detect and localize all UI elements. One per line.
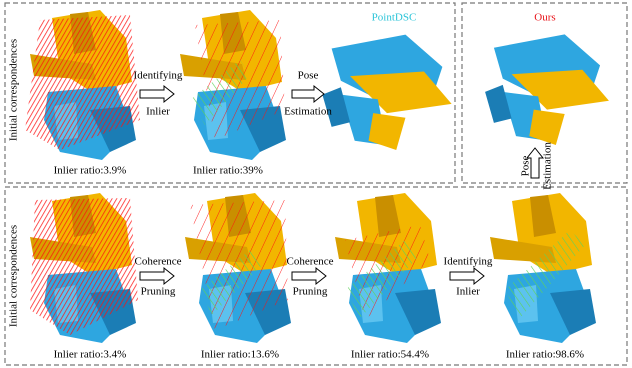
step-label: Inlier [456, 286, 480, 298]
step-label: Estimation [284, 106, 332, 118]
row-label: Initial correspondences [8, 39, 20, 141]
step-label: Pruning [141, 286, 176, 298]
step-label: Pose [298, 70, 319, 82]
arrow [140, 86, 174, 102]
arrow [292, 268, 326, 284]
inlier-ratio: Inlier ratio:98.6% [506, 349, 584, 361]
inlier-ratio: Inlier ratio:3.9% [54, 165, 127, 177]
step-label: Inlier [146, 106, 170, 118]
inlier-ratio: Inlier ratio:39% [193, 165, 263, 177]
inlier-ratio: Inlier ratio:3.4% [54, 349, 127, 361]
step-label: Pruning [293, 286, 328, 298]
arrow [450, 268, 484, 284]
method-label: PointDSC [372, 12, 417, 24]
method-label: Ours [534, 12, 555, 24]
step-label: Coherence [134, 256, 181, 268]
step-label: Identifying [134, 70, 183, 82]
step-label: Estimation [542, 142, 554, 190]
step-label: Coherence [286, 256, 333, 268]
step-label: Identifying [444, 256, 493, 268]
registration-result [322, 35, 451, 150]
page: Initial correspondences Identifying Inli… [0, 0, 632, 368]
row-label: Initial correspondences [8, 225, 20, 327]
arrow [140, 268, 174, 284]
inlier-ratio: Inlier ratio:13.6% [201, 349, 279, 361]
registration-result [485, 34, 609, 145]
figure: Initial correspondences Identifying Inli… [0, 0, 632, 368]
arrow [292, 86, 324, 102]
step-label: Pose [520, 155, 532, 176]
inlier-ratio: Inlier ratio:54.4% [351, 349, 429, 361]
